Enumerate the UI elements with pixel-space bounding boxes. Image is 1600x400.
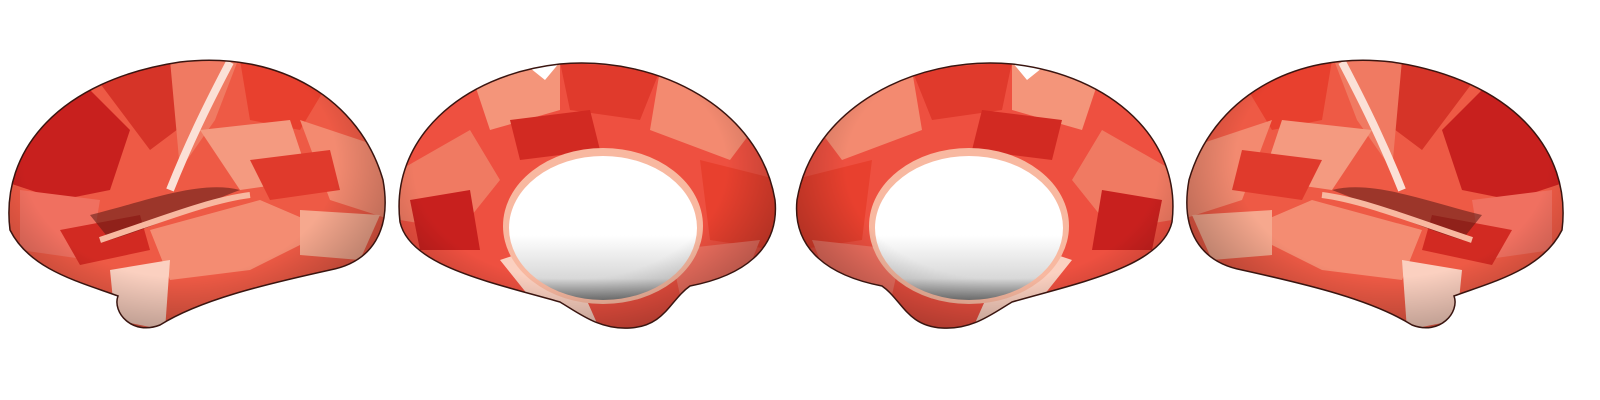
right-medial-view — [782, 50, 1182, 340]
left-medial-view — [390, 50, 790, 340]
left-lateral-view — [0, 40, 400, 340]
right-lateral-view — [1172, 40, 1572, 340]
